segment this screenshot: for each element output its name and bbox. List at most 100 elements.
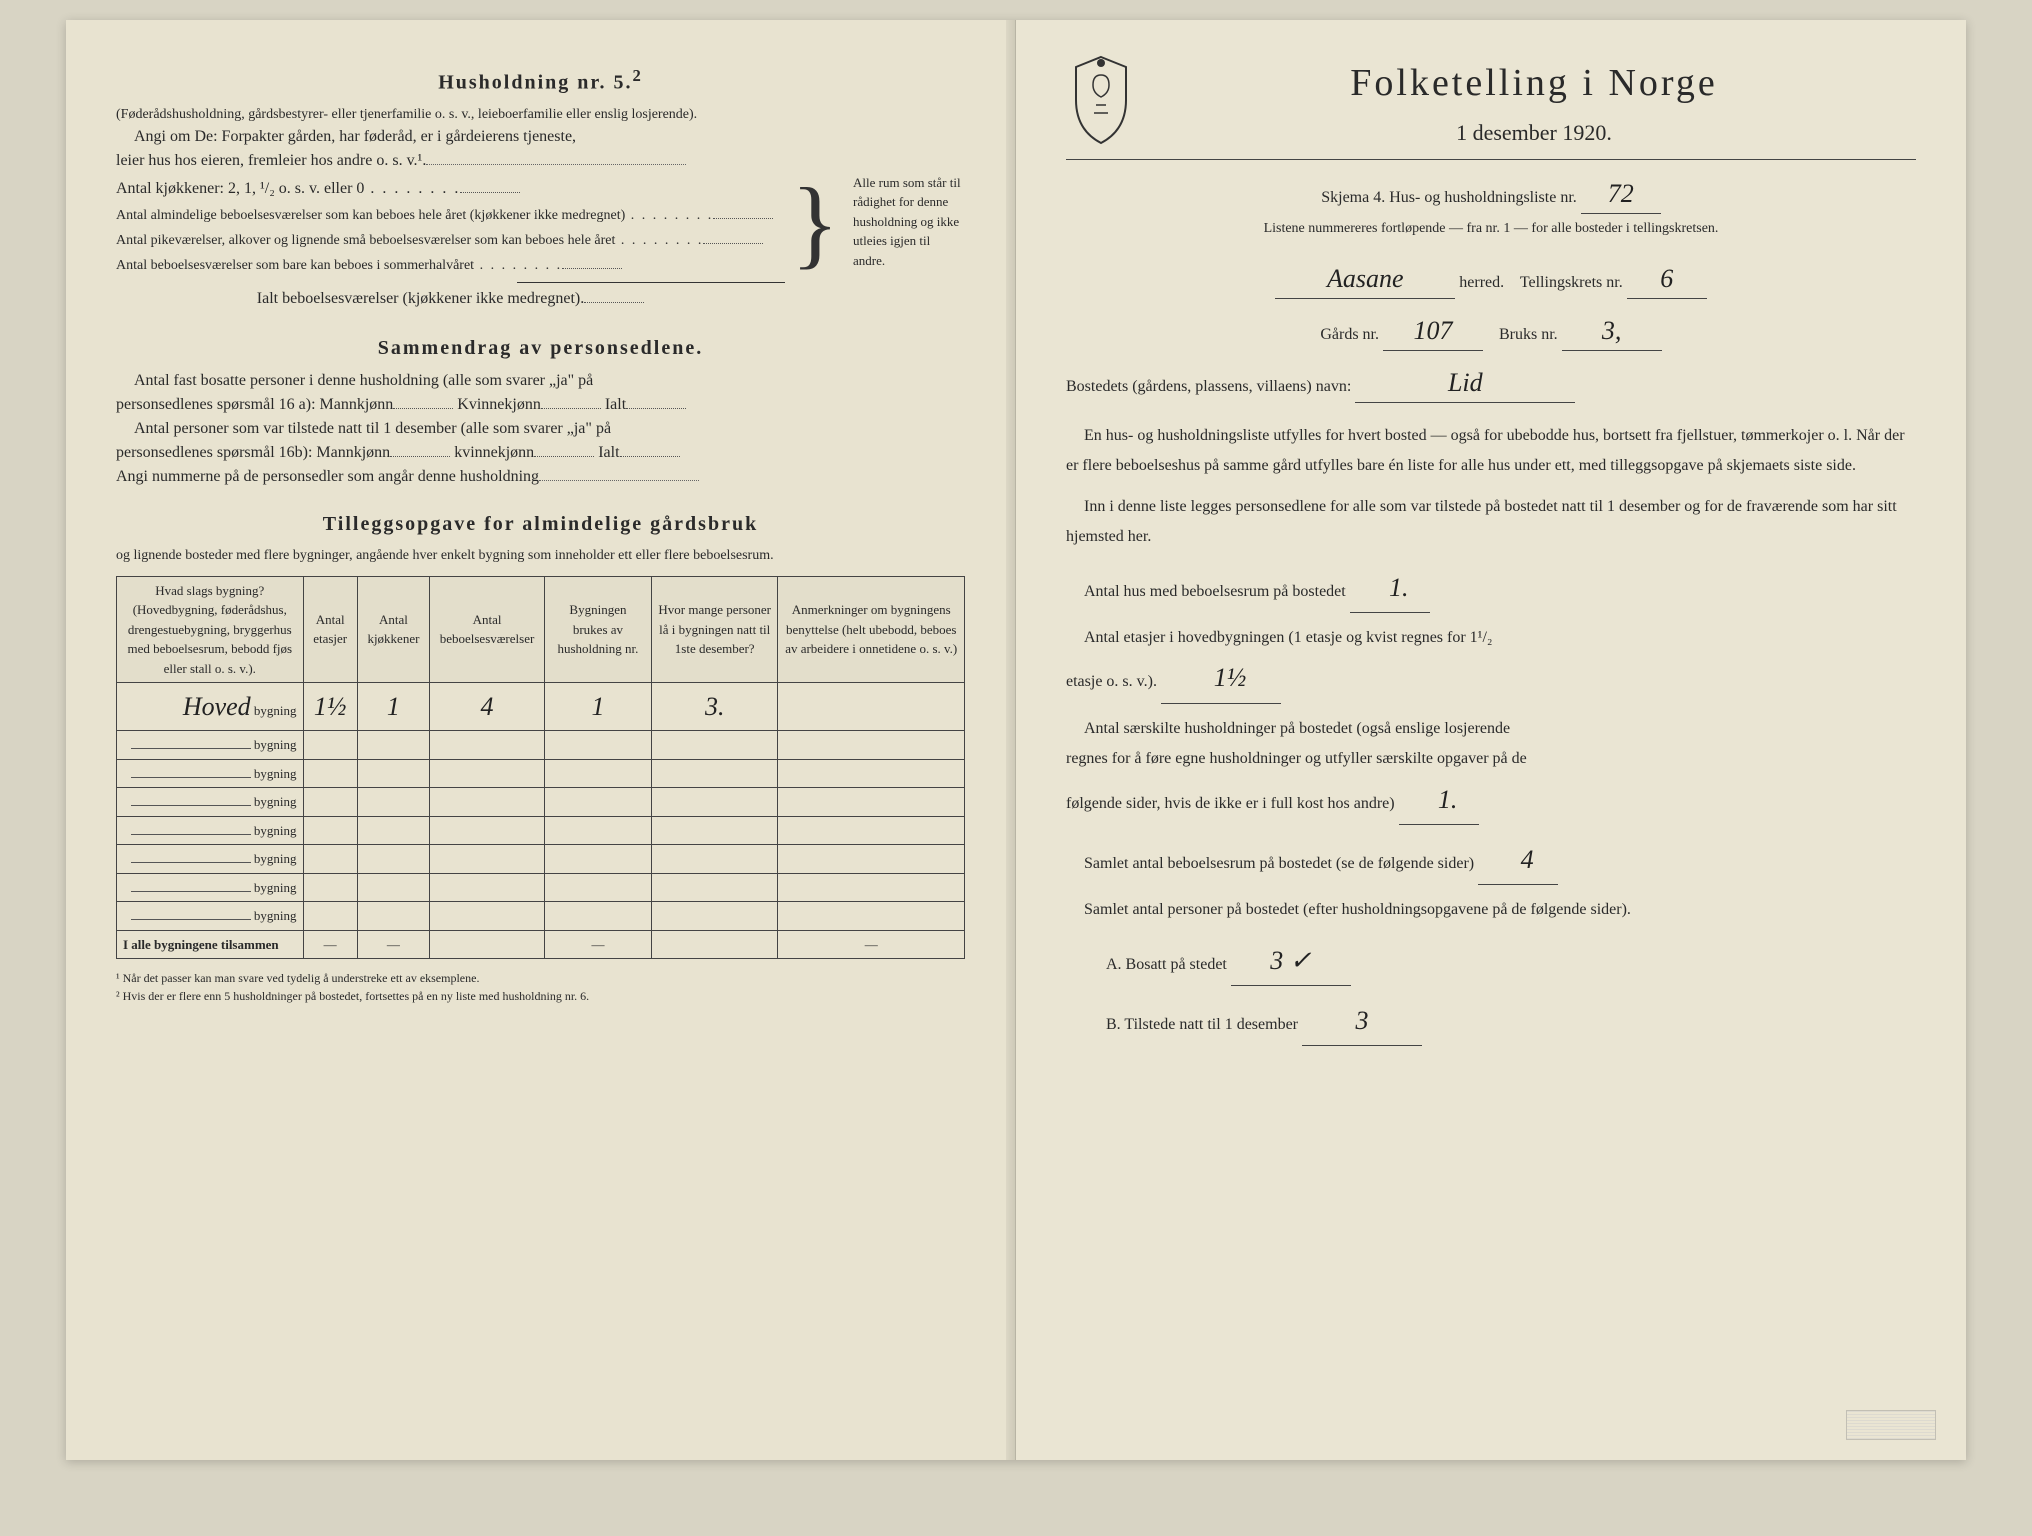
table-row: Hoved bygning 1½ 1 4 1 3.	[117, 683, 965, 731]
stamp-icon	[1846, 1410, 1936, 1440]
row1-prefix: Hoved	[183, 692, 251, 721]
th-6: Anmerkninger om bygningens benyttelse (h…	[778, 576, 965, 683]
room-a-text: Antal almindelige beboelsesværelser som …	[116, 208, 625, 223]
body-text: En hus- og husholdningsliste utfylles fo…	[1066, 421, 1916, 1046]
saer-val: 1.	[1399, 775, 1479, 825]
samlet-rom-label: Samlet antal beboelsesrum på bostedet (s…	[1084, 855, 1474, 872]
brace-icon: }	[785, 173, 845, 315]
table-row: bygning	[117, 759, 965, 788]
row-suffix: bygning	[254, 851, 297, 866]
row-suffix: bygning	[254, 908, 297, 923]
page-subtitle: 1 desember 1920.	[1152, 116, 1916, 149]
room-b: Antal pikeværelser, alkover og lignende …	[116, 230, 785, 251]
gards-nr: 107	[1383, 311, 1483, 351]
r1c1: 1½	[303, 683, 357, 731]
angi-num-text: Angi nummerne på de personsedler som ang…	[116, 468, 539, 485]
samlet-pers-row: Samlet antal personer på bostedet (efter…	[1066, 895, 1916, 925]
etasjer-val: 1½	[1161, 653, 1281, 703]
liste-nr: 72	[1581, 174, 1661, 214]
herred-value: Aasane	[1275, 259, 1455, 299]
antal-hus-val: 1.	[1350, 563, 1430, 613]
tellingskrets-label: Tellingskrets nr.	[1520, 274, 1623, 291]
a-row: A. Bosatt på stedet 3 ✓	[1106, 936, 1916, 986]
herred-row: Aasane herred. Tellingskrets nr. 6	[1066, 259, 1916, 299]
r1c2: 1	[357, 683, 429, 731]
saerskilte-row: Antal særskilte husholdninger på bostede…	[1066, 714, 1916, 825]
husholdning-title: Husholdning nr. 5.2	[116, 63, 965, 98]
row-suffix: bygning	[254, 794, 297, 809]
r1c6	[778, 683, 965, 731]
etasjer-a: Antal etasjer i hovedbygningen (1 etasje…	[1084, 629, 1493, 646]
footnotes: ¹ Når det passer kan man svare ved tydel…	[116, 969, 965, 1005]
th-0: Hvad slags bygning? (Hovedbygning, føder…	[117, 576, 304, 683]
table-row: bygning	[117, 731, 965, 760]
angi-line2-text: leier hus hos eieren, fremleier hos andr…	[116, 152, 426, 169]
room-a: Antal almindelige beboelsesværelser som …	[116, 205, 785, 226]
row-suffix: bygning	[254, 823, 297, 838]
bracket-note: Alle rum som står til rådighet for denne…	[845, 173, 965, 315]
a-val: 3 ✓	[1231, 936, 1351, 986]
sammendrag-title: Sammendrag av personsedlene.	[116, 333, 965, 363]
b-val: 3	[1302, 996, 1422, 1046]
samlet-rom-row: Samlet antal beboelsesrum på bostedet (s…	[1066, 835, 1916, 885]
document-spread: Husholdning nr. 5.2 (Føderådshusholdning…	[66, 20, 1966, 1460]
ialt-row: Ialt beboelsesværelser (kjøkkener ikke m…	[116, 287, 785, 311]
row1-suffix: bygning	[254, 703, 297, 718]
th-2: Antal kjøkkener	[357, 576, 429, 683]
bosted-row: Bostedets (gårdens, plassens, villaens) …	[1066, 363, 1916, 403]
husholdning-title-text: Husholdning nr. 5.	[438, 72, 632, 94]
sum-label: I alle bygningene tilsammen	[117, 930, 304, 959]
ialt-label-1: Ialt	[605, 396, 626, 413]
b-row: B. Tilstede natt til 1 desember 3	[1106, 996, 1916, 1046]
etasjer-b: etasje o. s. v.).	[1066, 673, 1157, 690]
antal-hus-label: Antal hus med beboelsesrum på bostedet	[1084, 583, 1346, 600]
table-row: bygning	[117, 788, 965, 817]
skjema-line: Skjema 4. Hus- og husholdningsliste nr. …	[1066, 174, 1916, 214]
th-1: Antal etasjer	[303, 576, 357, 683]
table-row: bygning	[117, 845, 965, 874]
tillegg-title: Tilleggsopgave for almindelige gårdsbruk	[116, 509, 965, 539]
row-suffix: bygning	[254, 766, 297, 781]
gards-row: Gårds nr. 107 Bruks nr. 3,	[1066, 311, 1916, 351]
husholdning-sup: 2	[632, 66, 642, 85]
th-4: Bygningen brukes av husholdning nr.	[544, 576, 651, 683]
para1: En hus- og husholdningsliste utfylles fo…	[1066, 421, 1916, 482]
r1c5: 3.	[651, 683, 778, 731]
angi-num: Angi nummerne på de personsedler som ang…	[116, 465, 965, 489]
page-title: Folketelling i Norge	[1152, 55, 1916, 112]
kjokkener-label: Antal kjøkkener: 2, 1, ¹/₂ o. s. v. elle…	[116, 180, 364, 197]
b-label: B. Tilstede natt til 1 desember	[1106, 1016, 1298, 1033]
herred-label: herred.	[1459, 274, 1504, 291]
a-label: A. Bosatt på stedet	[1106, 956, 1227, 973]
right-page: Folketelling i Norge 1 desember 1920. Sk…	[1016, 20, 1966, 1460]
kvin-label: Kvinnekjønn	[457, 396, 541, 413]
coat-of-arms-icon	[1066, 55, 1136, 145]
ialt-label: Ialt beboelsesværelser (kjøkkener ikke m…	[257, 290, 584, 307]
th-5: Hvor mange personer lå i bygningen natt …	[651, 576, 778, 683]
bosted-label: Bostedets (gårdens, plassens, villaens) …	[1066, 378, 1351, 395]
masthead: Folketelling i Norge 1 desember 1920.	[1066, 55, 1916, 149]
samm1b: personsedlenes spørsmål 16 a): Mannkjønn…	[116, 393, 965, 417]
building-tbody: Hoved bygning 1½ 1 4 1 3. bygning bygnin…	[117, 683, 965, 959]
tellingskrets-nr: 6	[1627, 259, 1707, 299]
saer-c: følgende sider, hvis de ikke er i full k…	[1066, 795, 1395, 812]
table-sum-row: I alle bygningene tilsammen ————	[117, 930, 965, 959]
row-suffix: bygning	[254, 880, 297, 895]
kjokkener-row: Antal kjøkkener: 2, 1, ¹/₂ o. s. v. elle…	[116, 177, 785, 201]
etasjer-row: Antal etasjer i hovedbygningen (1 etasje…	[1066, 623, 1916, 704]
th-3: Antal beboelsesværelser	[430, 576, 545, 683]
bosted-navn: Lid	[1355, 363, 1575, 403]
table-row: bygning	[117, 873, 965, 902]
r1c4: 1	[544, 683, 651, 731]
saer-b: regnes for å føre egne husholdninger og …	[1066, 750, 1527, 767]
kvin2-label: kvinnekjønn	[454, 444, 534, 461]
r1c3: 4	[430, 683, 545, 731]
bruks-label: Bruks nr.	[1499, 326, 1558, 343]
samm1b-text: personsedlenes spørsmål 16 a): Mannkjønn	[116, 396, 393, 413]
tillegg-sub: og lignende bosteder med flere bygninger…	[116, 545, 965, 566]
saer-a: Antal særskilte husholdninger på bostede…	[1084, 720, 1510, 737]
row-suffix: bygning	[254, 737, 297, 752]
building-table: Hvad slags bygning? (Hovedbygning, føder…	[116, 576, 965, 960]
left-page: Husholdning nr. 5.2 (Føderådshusholdning…	[66, 20, 1016, 1460]
samm2b: personsedlenes spørsmål 16b): Mannkjønn …	[116, 441, 965, 465]
